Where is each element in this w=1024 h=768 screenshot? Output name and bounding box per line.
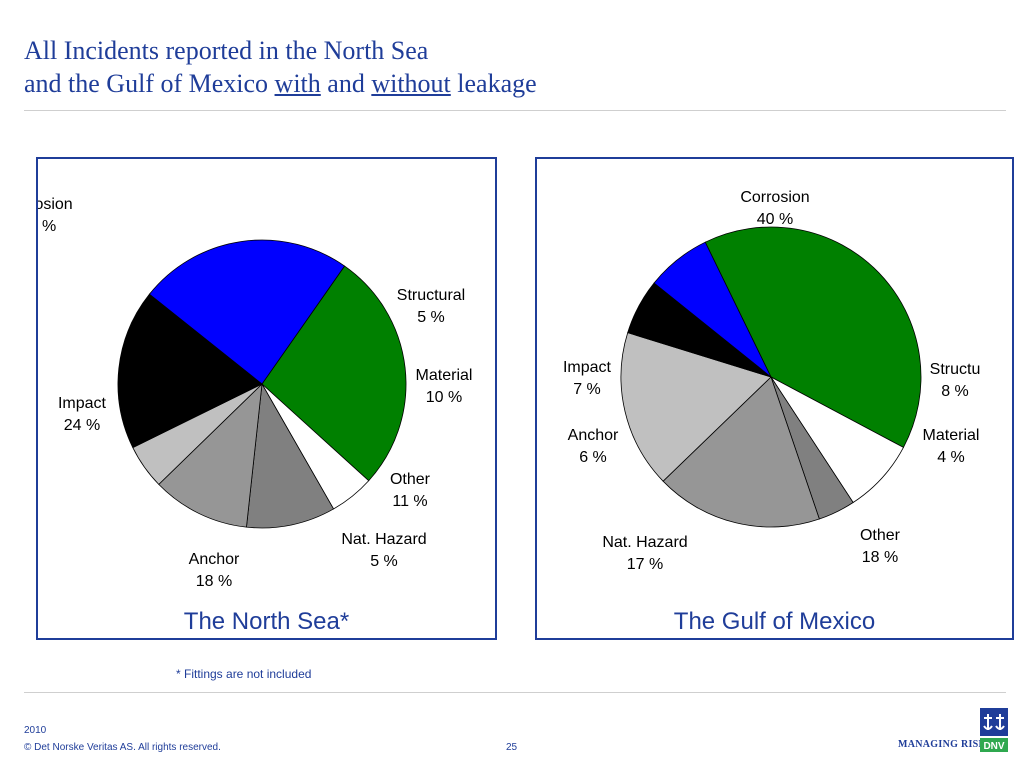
pie-slice-other <box>158 382 263 528</box>
slice-label-corrosion: Corrosion 40 % <box>740 189 809 228</box>
north-sea-chart-title: The North Sea* <box>183 608 350 635</box>
title-line-2b: leakage <box>450 69 537 98</box>
bottom-divider <box>24 692 1006 693</box>
slice-label-anchor: Anchor 18 % <box>189 551 240 590</box>
pie-slice-material <box>246 382 335 529</box>
slice-label-structural: Structural 5 % <box>397 287 465 326</box>
pie-slice-impact <box>148 239 346 385</box>
footer-copyright: © Det Norske Veritas AS. All rights rese… <box>24 742 221 753</box>
slice-label-anchor: Anchor 6 % <box>568 427 619 466</box>
slice-label-material: Material 4 % <box>923 427 980 466</box>
dnv-logo-icon: DNV <box>980 708 1008 752</box>
slide-title: All Incidents reported in the North Sea … <box>24 34 537 100</box>
slice-label-structu: Structu 8 % <box>930 361 981 400</box>
slice-label-other: Other 11 % <box>390 471 431 510</box>
page-number: 25 <box>506 742 518 753</box>
pie-slice-anchor <box>117 293 263 449</box>
pie-slice-corrosion <box>261 265 407 482</box>
gulf-of-mexico-chart-title: The Gulf of Mexico <box>673 608 876 635</box>
pie-slice-nat-hazard <box>620 332 772 482</box>
title-without: without <box>371 69 451 98</box>
title-and: and <box>320 69 372 98</box>
slice-label-impact: Impact 7 % <box>563 359 612 398</box>
top-divider <box>24 110 1006 111</box>
title-line-2a: and the Gulf of Mexico <box>24 69 275 98</box>
title-line-1: All Incidents reported in the North Sea <box>24 36 429 65</box>
slice-label-other: Other 18 % <box>860 527 901 566</box>
managing-risk-text: MANAGING RISK <box>898 739 987 750</box>
pie-slice-impact <box>653 241 772 378</box>
title-with: with <box>274 69 321 98</box>
gulf-of-mexico-panel: Corrosion 40 % Structu 8 % Material 4 % Other 1… <box>535 157 1014 640</box>
pie-slice-corrosion <box>704 226 922 448</box>
footnote: * Fittings are not included <box>176 667 312 681</box>
gulf-of-mexico-pie-chart: Corrosion 40 % Structu 8 % Material 4 % Other 1… <box>563 189 981 573</box>
slice-label-impact: Impact 24 % <box>58 395 107 434</box>
slice-label-nat-hazard: Nat. Hazard 5 % <box>341 531 426 570</box>
svg-text:DNV: DNV <box>983 741 1004 752</box>
slice-label-material: Material 10 % <box>416 367 473 406</box>
slice-label-nat-hazard: Nat. Hazard 17 % <box>602 534 687 573</box>
pie-slice-other <box>662 376 820 528</box>
slice-label-corrosion: Corrosion27 % <box>38 196 73 235</box>
footer-year: 2010 <box>24 725 47 736</box>
